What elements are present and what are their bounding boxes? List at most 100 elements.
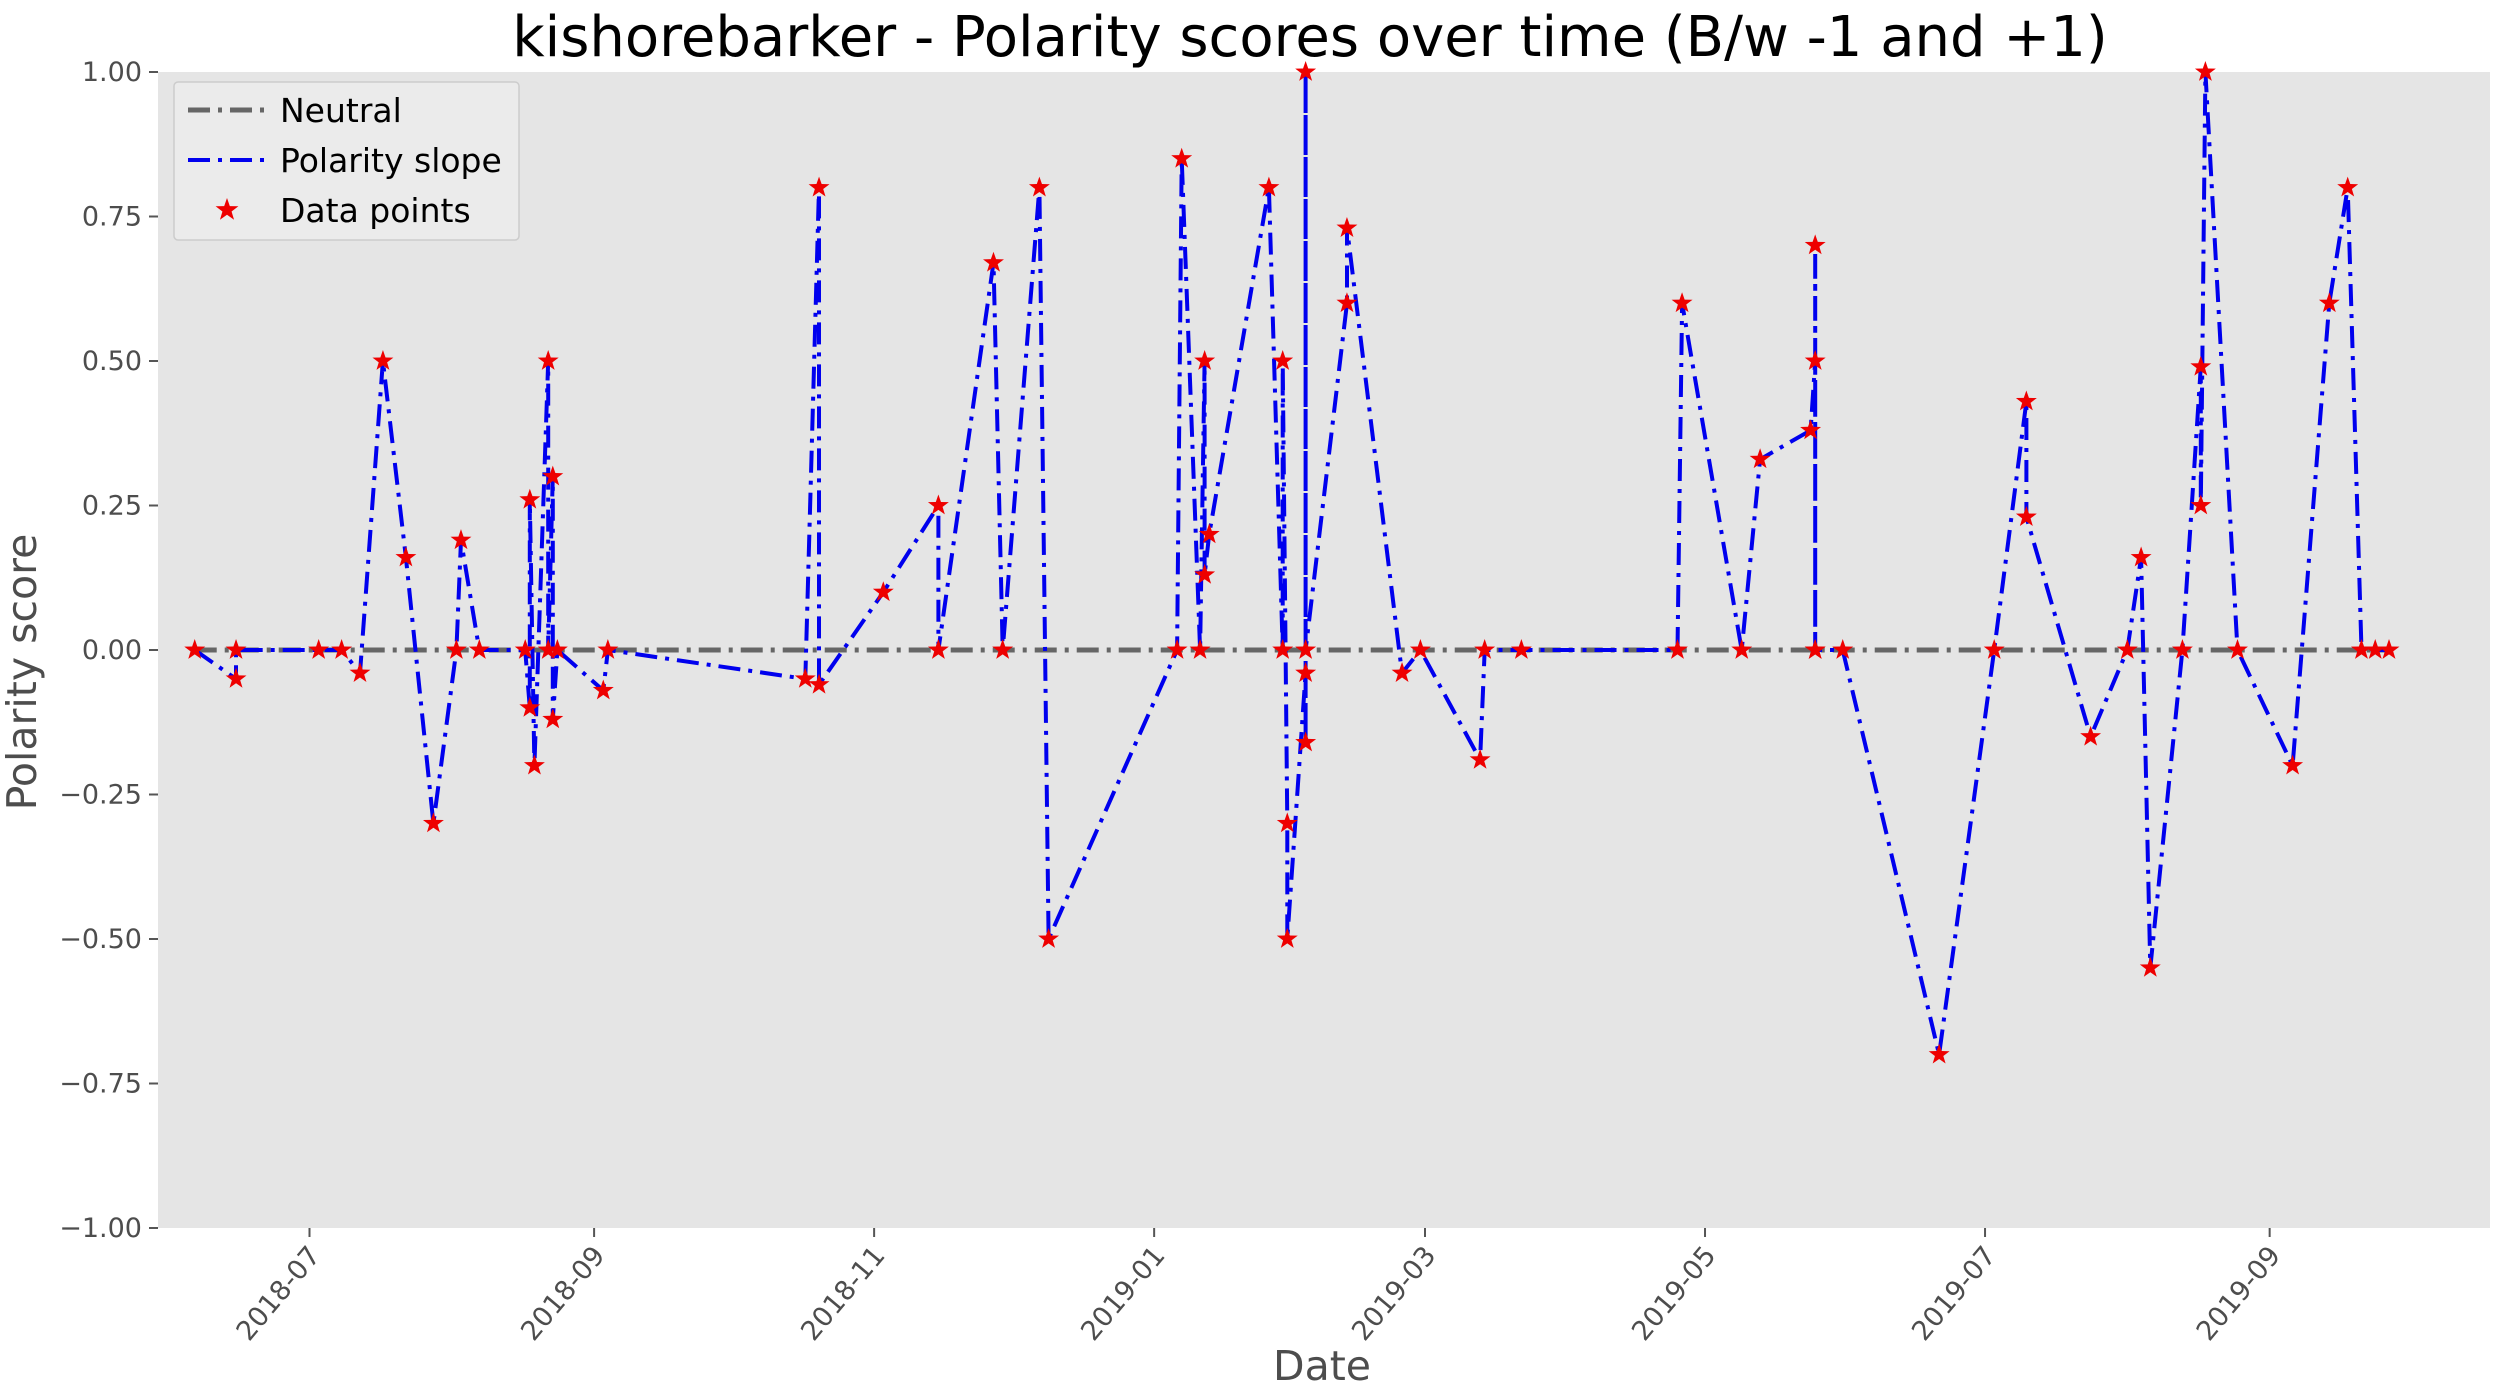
data-point: [184, 639, 206, 659]
data-point: [349, 662, 371, 683]
data-point: [1928, 1043, 1950, 1064]
data-point: [1474, 639, 1496, 659]
x-tick-label: 2018-07: [231, 1241, 327, 1347]
data-point: [395, 546, 417, 567]
data-point: [1671, 292, 1693, 313]
data-point: [2351, 639, 2372, 659]
data-point: [1272, 639, 1294, 659]
data-point: [1171, 147, 1193, 168]
data-point: [2190, 355, 2212, 376]
data-point: [1391, 662, 1413, 683]
x-axis-label: Date: [1273, 1342, 1371, 1390]
x-tick-label: 2019-03: [1346, 1241, 1442, 1347]
data-point: [372, 350, 394, 370]
y-tick-label: −0.25: [59, 780, 142, 811]
data-point: [225, 667, 247, 688]
legend-neutral-label: Neutral: [280, 91, 402, 130]
data-point: [422, 812, 444, 833]
x-tick-label: 2018-11: [795, 1241, 891, 1347]
data-point: [546, 639, 568, 659]
legend-points-swatch: [215, 198, 239, 220]
data-point: [308, 639, 330, 659]
data-point: [1804, 234, 1826, 255]
data-point: [927, 494, 949, 515]
data-point: [225, 639, 247, 659]
data-point: [1749, 448, 1771, 469]
x-tick-label: 2018-09: [515, 1241, 611, 1347]
y-axis-label: Polarity score: [0, 534, 46, 811]
data-point: [2116, 639, 2138, 659]
y-tick-label: 1.00: [82, 57, 142, 88]
data-point: [794, 667, 816, 688]
data-point: [2171, 639, 2193, 659]
data-point: [808, 673, 830, 694]
data-point: [1194, 563, 1216, 584]
data-point: [445, 639, 467, 659]
data-point: [2318, 292, 2340, 313]
data-point: [1272, 350, 1294, 370]
data-point: [1409, 639, 1431, 659]
y-tick-label: −0.75: [59, 1069, 142, 1100]
data-point: [2194, 61, 2216, 81]
data-point: [2139, 956, 2161, 977]
data-point: [1804, 350, 1826, 370]
data-point: [992, 639, 1014, 659]
data-point: [2080, 725, 2102, 746]
data-point: [519, 488, 541, 509]
data-point: [2282, 754, 2304, 775]
y-tick-label: 0.25: [82, 491, 142, 522]
data-point: [1295, 639, 1317, 659]
data-point: [523, 754, 545, 775]
data-point: [1832, 639, 1854, 659]
data-point: [592, 679, 614, 700]
legend-points-label: Data points: [280, 191, 471, 230]
data-point: [1258, 176, 1280, 197]
data-point: [2227, 639, 2248, 659]
data-point: [2337, 176, 2359, 197]
data-point: [1038, 928, 1060, 948]
data-point: [808, 176, 830, 197]
data-point: [537, 639, 559, 659]
y-tick-label: −0.50: [59, 924, 142, 955]
data-point: [450, 529, 472, 550]
data-point: [468, 639, 490, 659]
y-tick-label: −1.00: [59, 1213, 142, 1244]
data-point: [1276, 812, 1298, 833]
data-point: [542, 465, 564, 486]
data-point: [597, 639, 619, 659]
y-tick-label: 0.50: [82, 346, 142, 377]
data-point: [2190, 494, 2212, 515]
x-tick-label: 2019-05: [1626, 1241, 1722, 1347]
y-tick-label: 0.00: [82, 635, 142, 666]
data-point: [1166, 639, 1188, 659]
data-point: [2364, 639, 2386, 659]
data-point: [1276, 928, 1298, 948]
data-point: [1800, 419, 1822, 440]
data-point: [542, 708, 564, 729]
data-point: [1510, 639, 1532, 659]
data-point: [1189, 639, 1211, 659]
data-point: [1295, 662, 1317, 683]
data-point: [514, 639, 536, 659]
data-point: [872, 581, 894, 602]
series-layer: [193, 70, 2389, 1057]
data-points-layer: [184, 61, 2400, 1064]
data-point: [1804, 639, 1826, 659]
data-point: [1336, 292, 1358, 313]
x-tick-label: 2019-09: [2191, 1241, 2287, 1347]
data-point: [1028, 176, 1050, 197]
data-point: [1667, 639, 1688, 659]
data-point: [1295, 61, 1317, 81]
data-point: [2015, 390, 2037, 411]
data-point: [983, 251, 1004, 272]
y-tick-label: 0.75: [82, 202, 142, 233]
data-point: [331, 639, 353, 659]
data-point: [1983, 639, 2005, 659]
chart-title: kishorebarker - Polarity scores over tim…: [512, 5, 2108, 70]
data-point: [2015, 506, 2037, 526]
data-point: [1469, 748, 1491, 769]
data-point: [1194, 350, 1216, 370]
data-point: [1198, 523, 1220, 544]
data-point: [2130, 546, 2152, 567]
